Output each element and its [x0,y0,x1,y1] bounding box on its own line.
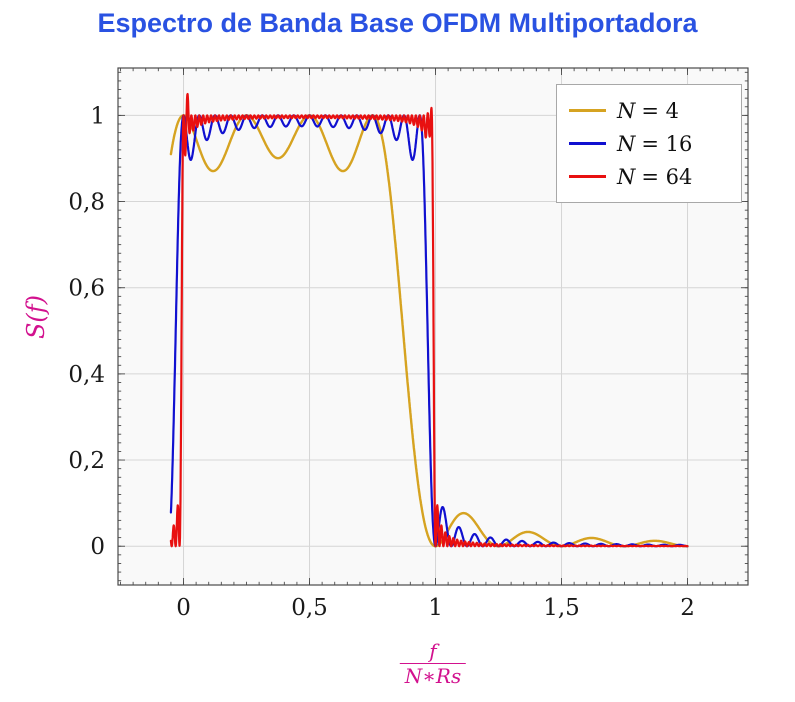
x-axis-label: f N∗Rs [399,639,467,688]
chart-title: Espectro de Banda Base OFDM Multiportado… [97,8,698,38]
legend: N = 4 N = 16 N = 64 [556,84,742,203]
y-tick-label: 0 [90,534,105,560]
legend-label-n16: N = 16 [617,131,693,156]
legend-item-n16: N = 16 [569,127,729,160]
y-tick-label: 1 [90,103,105,129]
x-tick-label: 0,5 [291,595,328,621]
x-tick-label: 1,5 [543,595,580,621]
legend-item-n4: N = 4 [569,94,729,127]
legend-label-n4: N = 4 [617,98,680,123]
legend-line-swatch-n4 [569,109,606,112]
x-tick-label: 0 [176,595,191,621]
legend-line-swatch-n64 [569,175,606,178]
y-tick-label: 0,6 [68,276,105,302]
x-axis-label-numerator: f [429,639,437,663]
legend-item-n64: N = 64 [569,160,729,193]
y-axis-label: S(f) [22,294,50,340]
series-line-N64 [169,92,689,548]
x-tick-label: 1 [428,595,443,621]
series-line-N16 [169,114,689,548]
legend-line-swatch-n16 [569,142,606,145]
legend-label-n64: N = 64 [617,164,693,189]
y-tick-label: 0,8 [68,190,105,216]
x-tick-label: 2 [680,595,695,621]
axes-frame [117,67,749,586]
y-tick-label: 0,4 [68,362,105,388]
y-tick-label: 0,2 [68,448,105,474]
x-axis-label-denominator: N∗Rs [399,663,467,688]
